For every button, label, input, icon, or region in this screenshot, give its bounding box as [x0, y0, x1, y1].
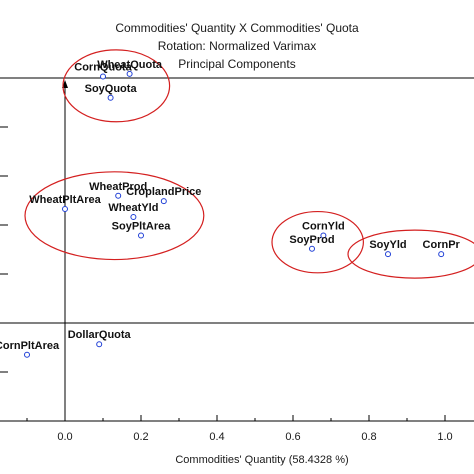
- data-point: [100, 73, 106, 80]
- data-point: [438, 251, 445, 258]
- data-point: [130, 214, 137, 220]
- data-point: [24, 351, 30, 358]
- point-label: SoyYld: [369, 239, 406, 251]
- point-label: WheatYld: [108, 202, 158, 214]
- point-label: CroplandPrice: [126, 186, 201, 198]
- x-tick-label: 0.0: [57, 431, 72, 443]
- point-label: CornPr: [423, 239, 461, 251]
- cluster-ellipse: [62, 49, 171, 123]
- data-point: [385, 251, 391, 258]
- point-label: WheatPltArea: [29, 194, 101, 206]
- x-tick-label: 0.8: [361, 431, 376, 443]
- point-label: CornPltArea: [0, 340, 60, 352]
- point-label: CornYld: [302, 221, 345, 233]
- point-label: CornQuota: [74, 62, 132, 74]
- data-point: [160, 198, 167, 205]
- chart-title-line-1: Commodities' Quantity X Commodities' Quo…: [115, 21, 359, 35]
- data-point: [115, 192, 122, 199]
- data-point: [126, 70, 133, 77]
- x-tick-label: 0.4: [209, 431, 224, 443]
- point-label: SoyPltArea: [112, 221, 172, 233]
- point-label: DollarQuota: [68, 329, 132, 341]
- data-point: [138, 232, 144, 239]
- cluster-ellipse: [271, 210, 365, 274]
- data-point: [320, 232, 327, 239]
- cluster-ellipse: [347, 229, 474, 279]
- x-axis-label: Commodities' Quantity (58.4328 %): [175, 454, 348, 466]
- point-label: SoyProd: [289, 234, 334, 246]
- point-label: WheatQuota: [97, 59, 163, 71]
- x-tick-label: 1.0: [437, 431, 452, 443]
- point-label: WheatProd: [89, 181, 147, 193]
- data-point: [309, 245, 315, 252]
- chart-title-line-2: Rotation: Normalized Varimax: [158, 39, 317, 53]
- x-tick-label: 0.2: [133, 431, 148, 443]
- data-point: [96, 341, 103, 348]
- cluster-ellipse: [24, 171, 205, 261]
- x-tick-label: 0.6: [285, 431, 300, 443]
- chart-title-line-3: Principal Components: [178, 57, 295, 71]
- point-label: SoyQuota: [85, 83, 138, 95]
- data-point: [62, 206, 68, 213]
- data-point: [107, 94, 114, 101]
